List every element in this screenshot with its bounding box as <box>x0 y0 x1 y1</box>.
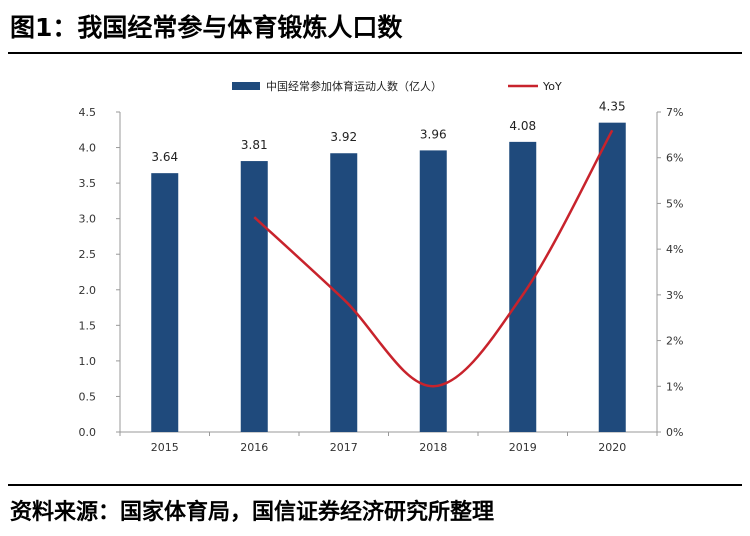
bar-data-label: 3.92 <box>330 130 357 144</box>
bottom-rule <box>8 484 742 486</box>
legend-label-bar: 中国经常参加体育运动人数（亿人） <box>266 79 442 93</box>
right-tick-label: 5% <box>666 197 683 210</box>
bar-data-label: 3.64 <box>151 150 178 164</box>
x-tick-label: 2016 <box>240 441 268 454</box>
left-tick-label: 0.5 <box>79 390 97 403</box>
x-tick-label: 2015 <box>151 441 179 454</box>
x-tick-label: 2017 <box>330 441 358 454</box>
source-note: 资料来源：国家体育局，国信证券经济研究所整理 <box>10 500 495 525</box>
left-tick-label: 0.0 <box>79 426 97 439</box>
bar <box>240 161 268 433</box>
x-tick-label: 2018 <box>419 441 447 454</box>
chart: 0.0 0.5 1.0 1.5 2.0 2.5 3.0 3.5 4.0 4.5 0% 1% 2% 3% 4%… <box>79 79 684 454</box>
right-tick-label: 2% <box>666 335 683 348</box>
right-tick-label: 6% <box>666 152 683 165</box>
yoy-line <box>253 129 614 388</box>
left-tick-label: 1.0 <box>79 355 97 368</box>
left-tick-label: 3.5 <box>79 177 97 190</box>
left-tick-label: 1.5 <box>79 319 97 332</box>
left-tick-label: 2.5 <box>79 248 97 261</box>
legend-swatch-bar <box>232 82 260 90</box>
right-tick-label: 3% <box>666 289 683 302</box>
bar-data-label: 4.08 <box>509 119 536 133</box>
x-tick-label: 2019 <box>509 441 537 454</box>
bar <box>151 173 179 432</box>
legend-label-line: YoY <box>542 80 562 93</box>
right-tick-label: 1% <box>666 380 683 393</box>
left-tick-label: 4.0 <box>79 142 97 155</box>
bar-data-label: 3.81 <box>241 138 268 152</box>
figure-title: 图1：我国经常参与体育锻炼人口数 <box>10 13 403 42</box>
bar <box>509 141 537 432</box>
bar-data-label: 4.35 <box>599 100 626 114</box>
bar-data-label: 3.96 <box>420 127 447 141</box>
right-tick-label: 0% <box>666 426 683 439</box>
bar <box>419 150 447 432</box>
top-rule <box>8 52 742 54</box>
left-tick-label: 4.5 <box>79 106 97 119</box>
left-tick-label: 3.0 <box>79 213 97 226</box>
right-tick-label: 7% <box>666 106 683 119</box>
bar <box>330 153 358 432</box>
right-tick-label: 4% <box>666 243 683 256</box>
left-tick-label: 2.0 <box>79 284 97 297</box>
bar <box>598 122 626 433</box>
x-tick-label: 2020 <box>598 441 626 454</box>
